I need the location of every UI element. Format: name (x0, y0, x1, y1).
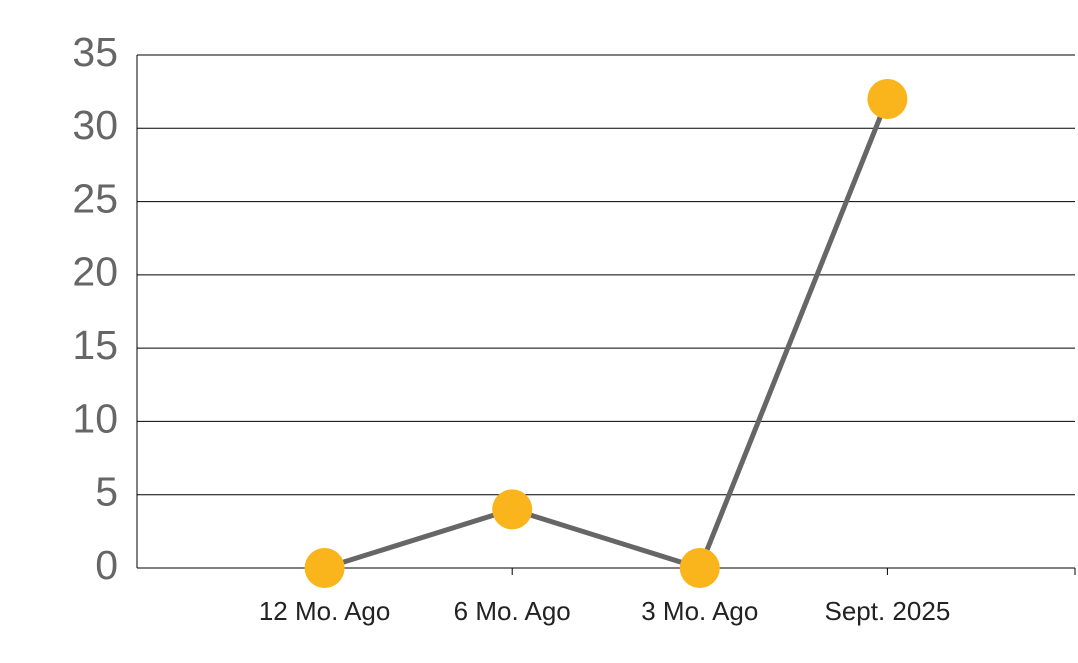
y-tick-label: 5 (95, 469, 118, 515)
marker (679, 548, 720, 588)
y-tick-label: 0 (95, 542, 118, 588)
y-tick-label: 25 (72, 175, 118, 221)
x-tick-label: 3 Mo. Ago (641, 596, 758, 626)
marker (492, 489, 533, 530)
y-tick-label: 35 (72, 29, 118, 75)
marker (867, 78, 908, 119)
x-tick-label: Sept. 2025 (825, 596, 951, 626)
y-tick-label: 15 (72, 322, 118, 368)
y-tick-label: 30 (72, 102, 118, 148)
line (323, 98, 890, 572)
y-tick-label: 20 (72, 249, 118, 295)
x-tick-label: 6 Mo. Ago (454, 596, 571, 626)
y-tick-label: 10 (72, 395, 118, 441)
marker (304, 548, 345, 588)
x-tick-label: 12 Mo. Ago (259, 596, 391, 626)
